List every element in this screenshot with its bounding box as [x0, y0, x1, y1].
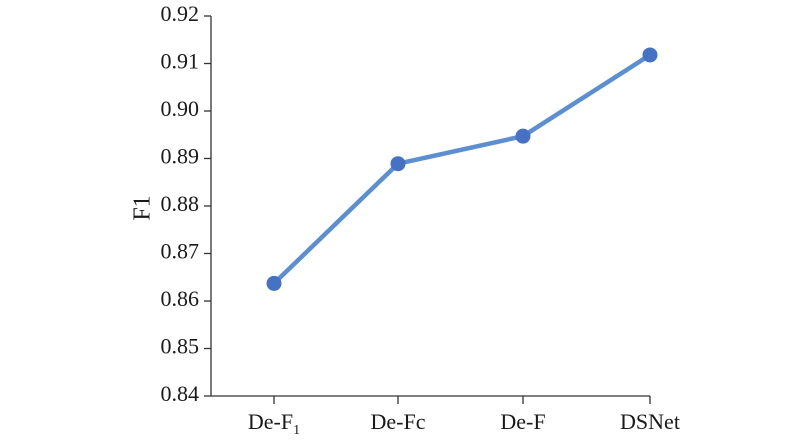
y-tick-label: 0.85	[161, 334, 200, 359]
x-tick-label: DSNet	[620, 409, 680, 434]
y-tick-label: 0.84	[161, 381, 200, 406]
y-tick-label: 0.91	[161, 49, 200, 74]
y-ticks: 0.84 0.85 0.86 0.87 0.88 0.89 0.90 0.91 0.92	[161, 1, 211, 406]
y-tick-label: 0.87	[161, 239, 200, 264]
x-tick-label-text: DSNet	[620, 409, 680, 434]
data-point	[390, 156, 406, 172]
x-tick-label-text: De-F	[248, 409, 293, 434]
x-tick-label-text: De-F	[500, 409, 545, 434]
y-tick-label: 0.89	[161, 144, 200, 169]
data-point	[642, 47, 658, 63]
data-point	[515, 128, 531, 144]
series-group	[266, 47, 658, 291]
y-tick-label: 0.86	[161, 286, 200, 311]
data-point	[266, 275, 282, 291]
x-tick-label-text: De-Fc	[371, 409, 426, 434]
y-tick-label: 0.88	[161, 191, 200, 216]
x-tick-label: De-Fc	[371, 409, 426, 434]
x-tick-label: De-F	[500, 409, 545, 434]
x-ticks: De-F1 De-Fc De-F DSNet	[248, 396, 680, 438]
y-axis-title: F1	[130, 195, 156, 220]
y-tick-label: 0.90	[161, 96, 200, 121]
series-line	[271, 52, 653, 286]
x-tick-label: De-F1	[248, 409, 300, 438]
x-tick-label-subscript: 1	[293, 423, 300, 438]
y-tick-label: 0.92	[161, 1, 200, 26]
